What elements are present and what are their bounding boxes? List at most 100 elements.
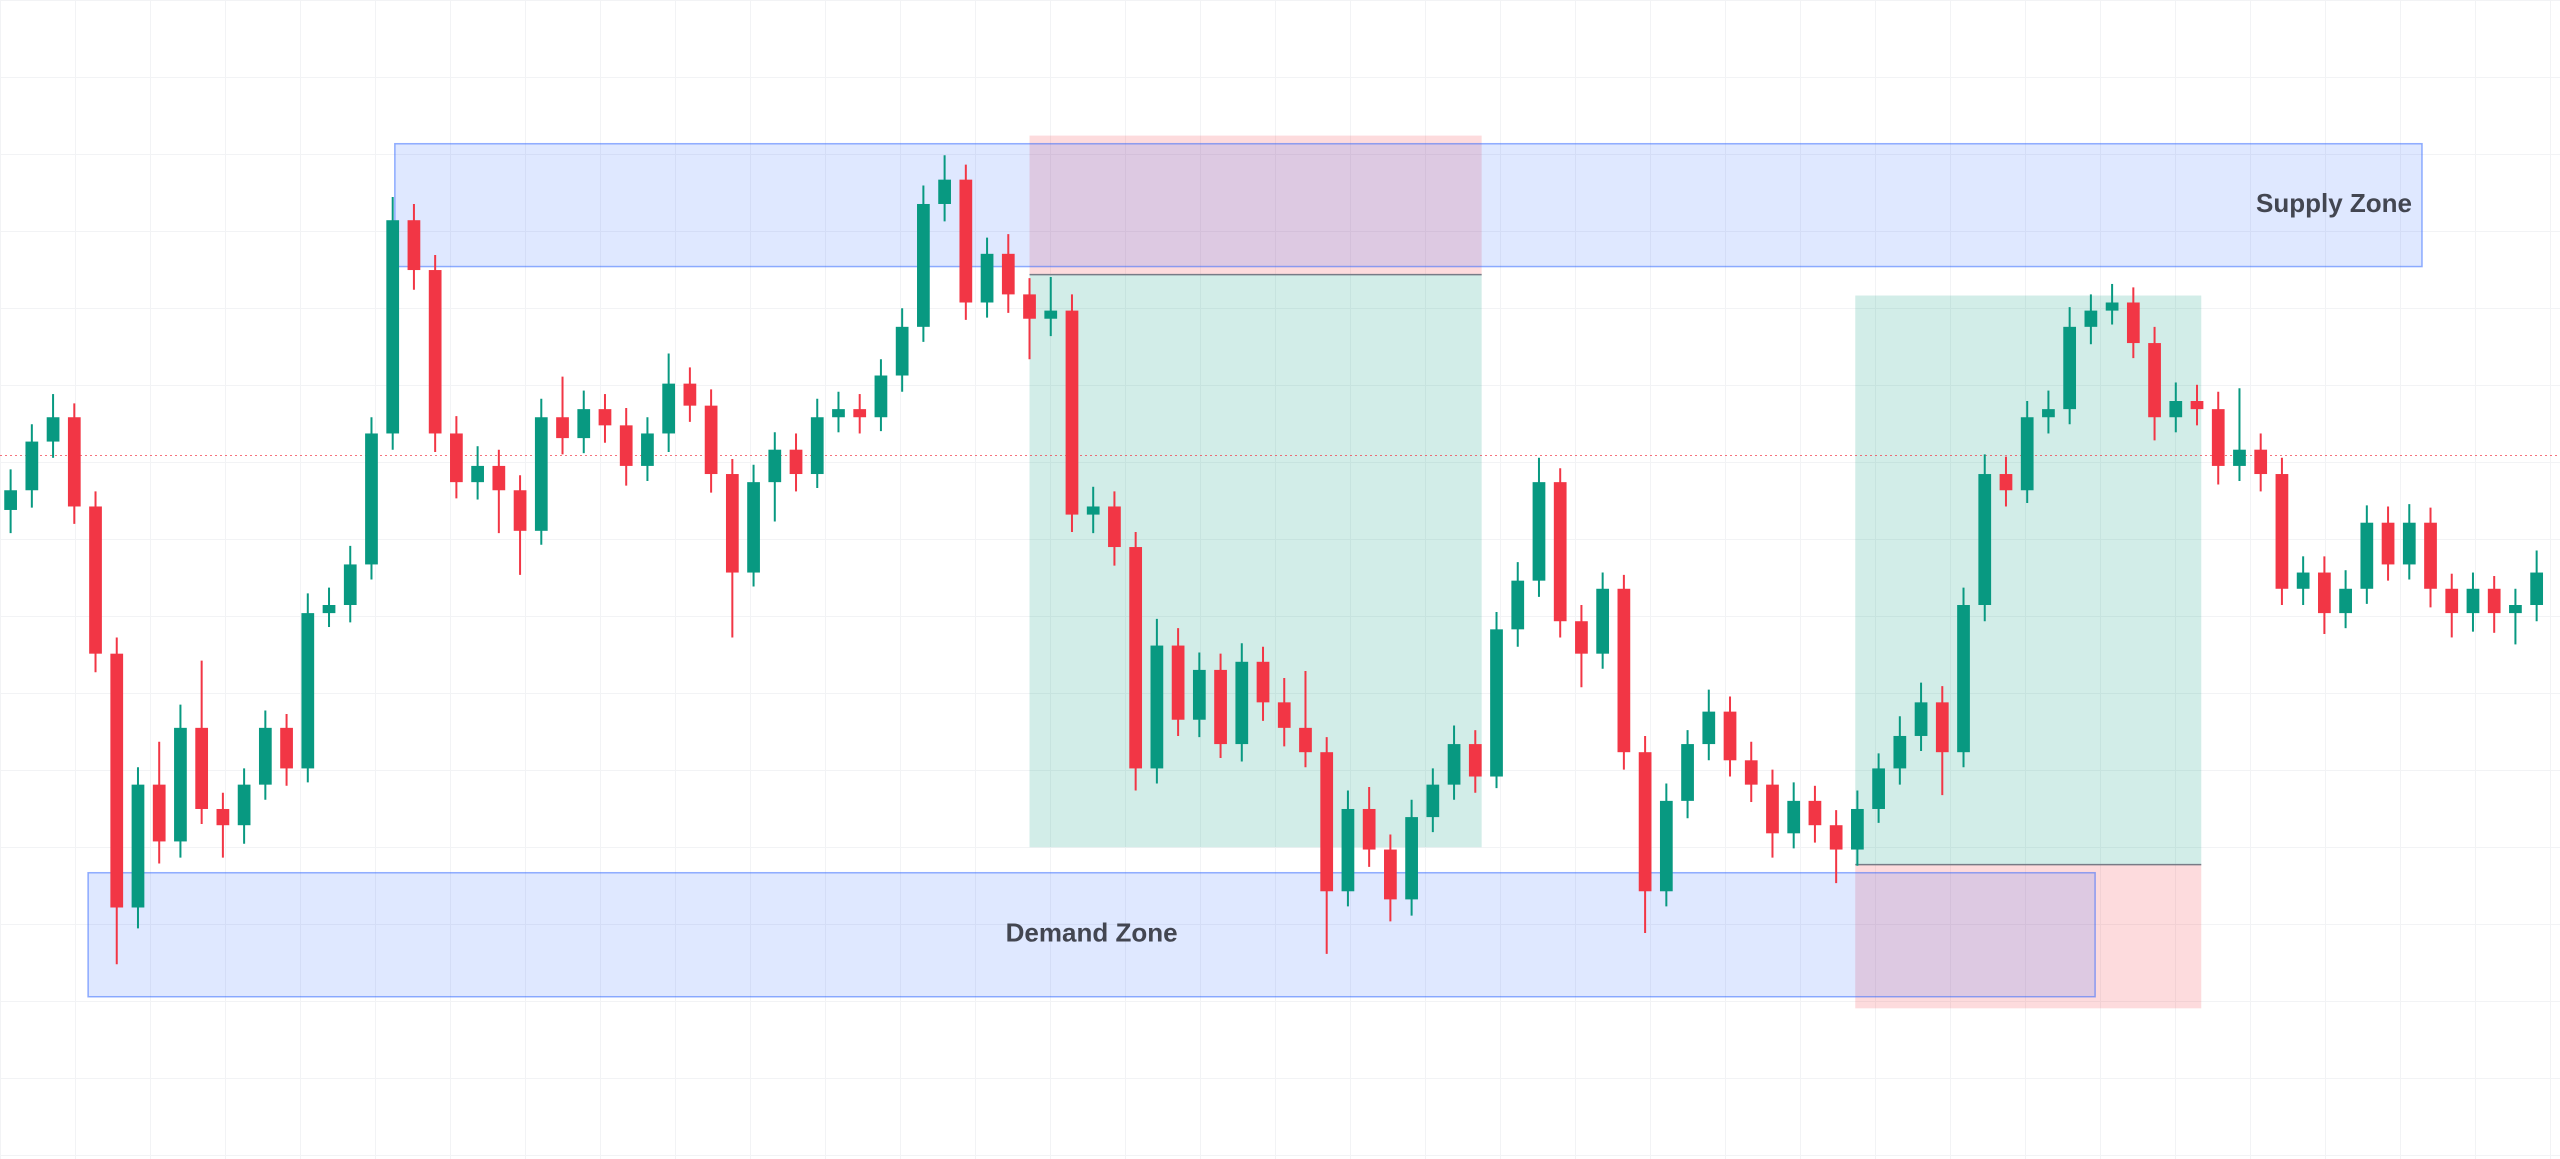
candle-body xyxy=(2509,604,2522,614)
candle-body xyxy=(365,433,378,565)
candle-body xyxy=(280,727,293,769)
candle-body xyxy=(2339,588,2352,614)
candle-body xyxy=(1935,702,1949,753)
candle-body xyxy=(110,653,124,908)
candle-body xyxy=(1277,702,1291,728)
candle-body xyxy=(1108,506,1121,548)
candle-body xyxy=(768,449,782,483)
candle-body xyxy=(471,465,484,483)
candle-body xyxy=(704,405,718,475)
candle-body xyxy=(2466,588,2480,614)
candle-body xyxy=(1532,482,1546,581)
candle-body xyxy=(322,604,336,614)
candle-body xyxy=(1362,808,1376,850)
candle-body xyxy=(1681,744,1694,801)
candle-body xyxy=(1320,752,1334,892)
candle-body xyxy=(1447,744,1461,785)
candle-body xyxy=(2042,409,2055,418)
candle-body xyxy=(1787,800,1801,834)
candle-body xyxy=(1957,604,1970,753)
candle-body xyxy=(725,474,739,573)
candle-body xyxy=(1829,825,1843,850)
candle-body xyxy=(1468,744,1482,777)
stop-box xyxy=(1855,864,2202,1009)
candle-body xyxy=(2233,449,2246,466)
candle-body xyxy=(1617,588,1631,753)
candle-body xyxy=(1553,482,1567,622)
candle-body xyxy=(513,490,527,531)
zone xyxy=(394,142,2423,268)
candle-body xyxy=(4,490,17,510)
candle-body xyxy=(2530,572,2544,605)
candle-body xyxy=(2381,522,2395,565)
candle-body xyxy=(46,417,60,442)
candle-body xyxy=(1490,629,1503,777)
candle-body xyxy=(810,417,824,475)
candle-body xyxy=(747,482,760,573)
candle-body xyxy=(2105,302,2119,311)
candle-body xyxy=(2020,417,2034,491)
candle-body xyxy=(152,784,166,842)
zone-label: Demand Zone xyxy=(1006,918,1178,948)
candle-body xyxy=(195,727,209,809)
candle-body xyxy=(853,409,867,418)
candle-body xyxy=(2211,409,2225,466)
candle-body xyxy=(1914,702,1928,736)
candle-body xyxy=(832,409,845,418)
candle-body xyxy=(598,409,612,426)
candle-body xyxy=(2402,522,2416,565)
candle-body xyxy=(2190,401,2204,410)
candle-body xyxy=(2084,310,2098,327)
candle-body xyxy=(959,179,973,303)
candle-body xyxy=(1638,752,1652,892)
candle-body xyxy=(1978,474,1992,605)
candle-body xyxy=(2445,588,2459,614)
candle-body xyxy=(1723,711,1737,761)
candle-body xyxy=(1384,849,1397,900)
candle-body xyxy=(1001,253,1015,295)
candle-body xyxy=(641,433,654,466)
candle-body xyxy=(2169,401,2183,418)
stop-box xyxy=(1029,135,1482,275)
candle-body xyxy=(407,220,421,271)
zone-label: Supply Zone xyxy=(2256,188,2412,218)
candle-body xyxy=(1129,547,1143,769)
candle-body xyxy=(1299,727,1312,753)
candle-body xyxy=(1065,310,1079,515)
candle-body xyxy=(577,409,591,439)
candle-body xyxy=(1235,661,1249,745)
candle-body xyxy=(2275,474,2289,589)
candle-body xyxy=(131,784,145,908)
candle-body xyxy=(2296,572,2310,589)
candle-body xyxy=(1171,645,1185,720)
candle-body xyxy=(428,270,442,434)
candle-body xyxy=(450,433,463,483)
candle-body xyxy=(1872,768,1885,809)
candle-body xyxy=(619,425,633,466)
candle-body xyxy=(534,417,548,531)
candle-body xyxy=(216,808,230,826)
candle-body xyxy=(895,326,909,376)
candle-body xyxy=(174,727,187,842)
candle-body xyxy=(1851,808,1864,850)
candle-body xyxy=(2424,522,2437,589)
candle-body xyxy=(1214,669,1227,745)
candle-body xyxy=(2487,588,2501,614)
candle-body xyxy=(662,383,676,434)
candle-body xyxy=(386,220,400,434)
candle-body xyxy=(2254,449,2268,475)
candle-body xyxy=(1086,506,1100,515)
candle-body xyxy=(343,564,357,605)
target-box xyxy=(1029,274,1482,848)
candle-body xyxy=(2360,522,2374,589)
candle-body xyxy=(1596,588,1610,654)
candle-body xyxy=(1575,621,1588,654)
candle-body xyxy=(917,203,930,327)
candle-body xyxy=(2063,326,2077,410)
candle-body xyxy=(874,375,888,418)
candle-body xyxy=(1023,294,1036,319)
candle-body xyxy=(1999,474,2013,491)
candle-body xyxy=(1511,580,1525,630)
candle-body xyxy=(89,506,102,654)
candle-body xyxy=(938,179,951,204)
